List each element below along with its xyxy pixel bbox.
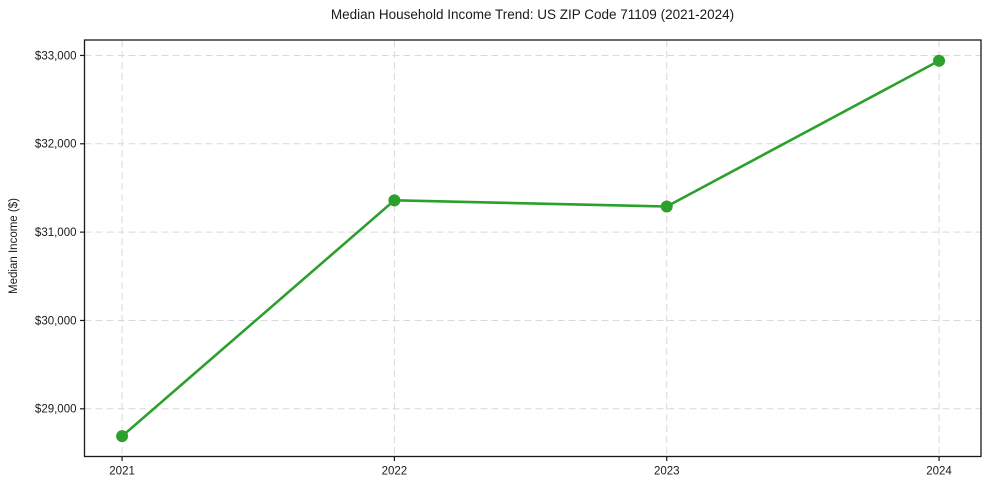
- y-tick-label: $33,000: [35, 50, 77, 62]
- y-axis-label: Median Income ($): [8, 198, 20, 294]
- chart-title: Median Household Income Trend: US ZIP Co…: [330, 7, 735, 22]
- data-point-2022: [388, 194, 401, 207]
- x-tick-label: 2023: [654, 466, 680, 478]
- y-tick-label: $32,000: [35, 139, 77, 151]
- trend-line: [120, 59, 941, 438]
- y-tick-label: $29,000: [35, 404, 77, 416]
- plot-border: [83, 39, 982, 458]
- x-tick-label: 2021: [109, 466, 135, 478]
- y-tick-label: $31,000: [35, 227, 77, 239]
- data-point-2023: [660, 200, 673, 213]
- x-tick-label: 2024: [926, 466, 952, 478]
- x-tick-label: 2022: [382, 466, 408, 478]
- y-tick-label: $30,000: [35, 315, 77, 327]
- data-point-2024: [933, 54, 946, 67]
- data-point-2021: [116, 430, 129, 443]
